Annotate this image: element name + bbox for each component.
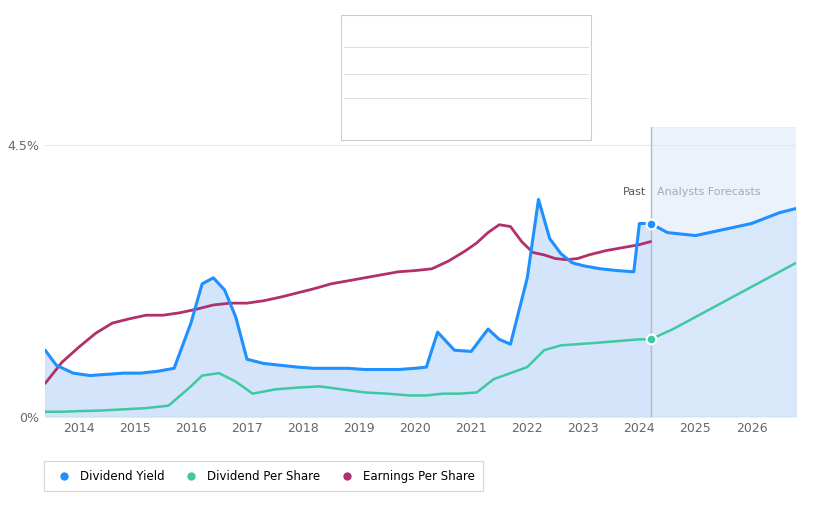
Text: Analysts Forecasts: Analysts Forecasts bbox=[658, 187, 761, 197]
Text: ₹51.827: ₹51.827 bbox=[476, 80, 527, 90]
Text: Dividend Yield: Dividend Yield bbox=[351, 56, 430, 66]
Bar bbox=[650, 127, 796, 417]
Text: /yr: /yr bbox=[516, 56, 534, 66]
Text: /yr: /yr bbox=[532, 80, 551, 90]
Legend: Dividend Yield, Dividend Per Share, Earnings Per Share: Dividend Yield, Dividend Per Share, Earn… bbox=[48, 465, 479, 487]
Text: Earnings Per Share: Earnings Per Share bbox=[351, 105, 456, 115]
Text: Past: Past bbox=[623, 187, 646, 197]
Text: Dividend Per Share: Dividend Per Share bbox=[351, 80, 457, 90]
Text: Mar 18 2024: Mar 18 2024 bbox=[351, 28, 438, 41]
Text: No data: No data bbox=[476, 105, 520, 115]
Text: 3.2%: 3.2% bbox=[476, 56, 507, 66]
